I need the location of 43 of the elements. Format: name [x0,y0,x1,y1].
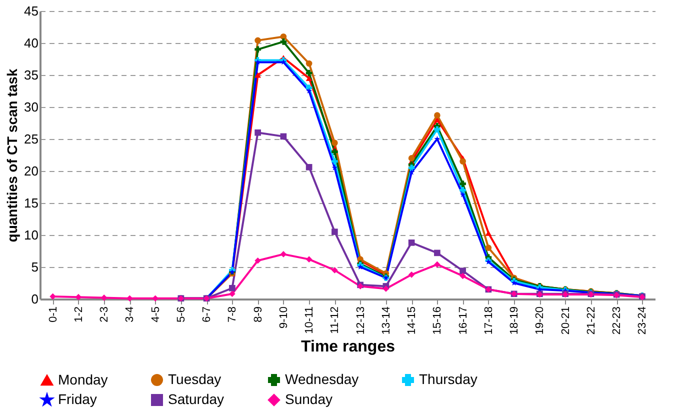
legend-label: Monday [58,371,108,388]
x-tick-label: 11-12 [329,306,342,334]
x-tick-label: 15-16 [432,306,444,335]
x-tick-label: 6-7 [201,306,214,322]
y-axis-title: quantities of CT scan task [4,68,20,242]
x-tick-label: 1-2 [72,306,85,322]
x-tick-label: 19-20 [534,306,546,335]
x-tick-label: 12-13 [354,306,367,335]
y-tick-label: 25 [24,132,38,146]
x-tick-label: 17-18 [482,306,495,335]
y-tick-label: 40 [24,36,38,50]
x-tick-label: 2-3 [98,306,111,322]
x-tick-label: 0-1 [47,306,60,322]
x-tick-label: 21-22 [585,306,598,335]
x-tick-label: 20-21 [560,306,572,335]
legend-label: Tuesday [168,371,222,387]
x-axis-title: Time ranges [301,338,396,356]
x-tick-label: 18-19 [508,306,521,335]
x-tick-label: 23-24 [636,306,649,335]
y-tick-label: 30 [24,100,38,114]
x-tick-label: 13-14 [380,306,392,335]
y-tick-label: 15 [24,196,38,210]
x-tick-label: 8-9 [252,306,264,322]
y-tick-label: 0 [31,292,38,306]
x-tick-label: 3-4 [124,306,136,322]
legend-label: Wednesday [285,371,359,387]
legend-label: Friday [58,391,97,407]
x-tick-label: 22-23 [611,306,624,335]
y-tick-label: 10 [24,228,38,242]
legend-label: Thursday [419,371,478,387]
x-tick-label: 5-6 [175,306,188,322]
x-tick-label: 16-17 [457,306,470,335]
x-tick-label: 4-5 [150,306,162,322]
y-tick-label: 20 [24,164,38,178]
x-tick-label: 9-10 [278,306,290,329]
legend-label: Sunday [285,391,332,407]
x-tick-label: 10-11 [304,306,316,334]
y-tick-label: 5 [31,260,38,274]
x-tick-label: 14-15 [406,306,418,335]
x-tick-label: 7-8 [226,306,239,322]
y-tick-label: 35 [24,68,38,82]
y-tick-label: 45 [24,4,38,18]
legend-label: Saturday [168,391,224,407]
